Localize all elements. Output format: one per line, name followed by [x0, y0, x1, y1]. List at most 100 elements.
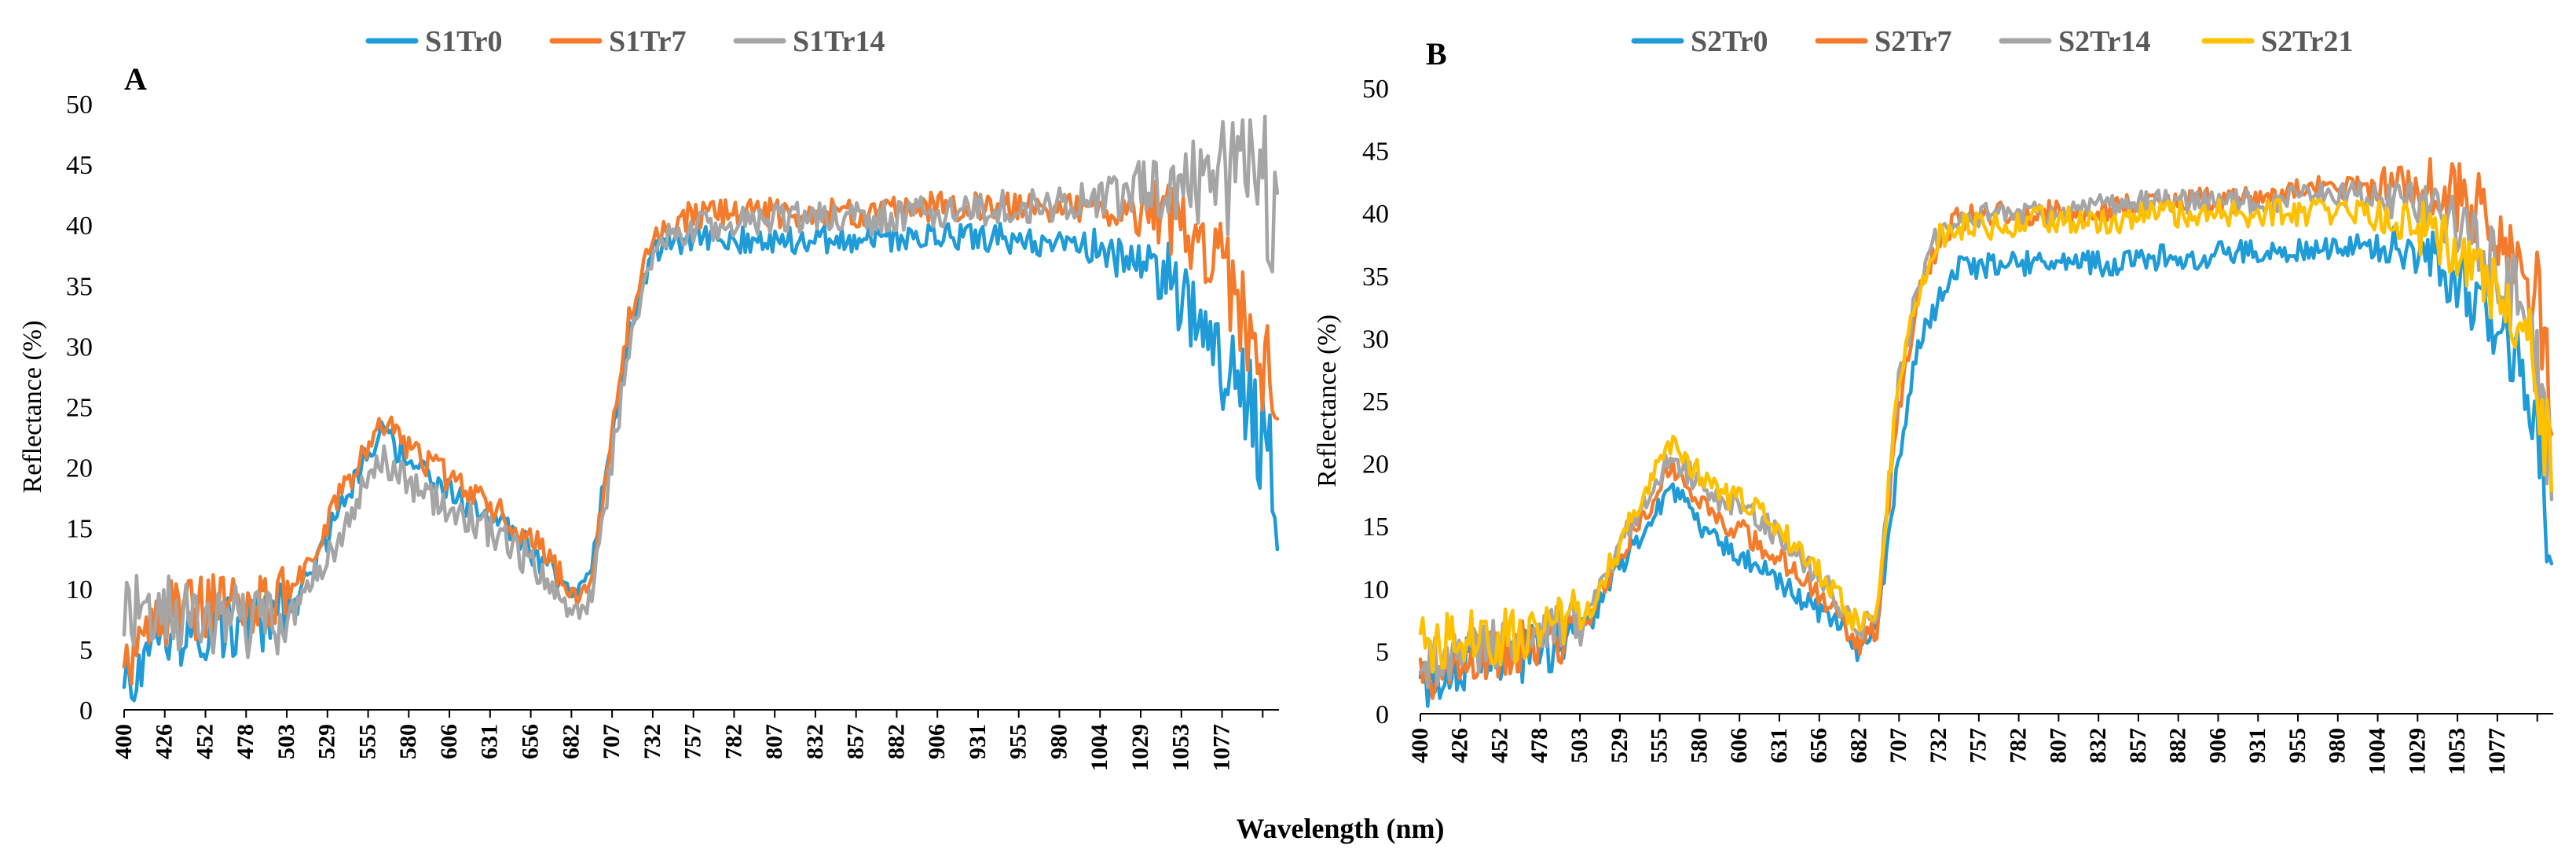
x-tick-label: 656	[1806, 728, 1832, 763]
series-line-s2tr21	[1418, 197, 2554, 674]
x-tick-label: 682	[1845, 728, 1871, 763]
x-tick-label: 782	[720, 724, 746, 759]
x-tick-label: 906	[2204, 728, 2230, 763]
x-tick-label: 707	[1885, 728, 1911, 763]
legend-item-s2tr14: S2Tr14	[1999, 25, 2151, 58]
x-tick-label: 529	[314, 724, 340, 759]
y-tick-label: 25	[1362, 388, 1389, 417]
y-tick-label: 45	[66, 151, 93, 180]
y-axis-title-b: Reflectance (%)	[1313, 314, 1342, 487]
legend-label: S2Tr14	[2058, 25, 2151, 58]
x-tick-label: 682	[558, 724, 584, 759]
x-tick-label: 782	[2006, 728, 2032, 763]
x-tick-label: 426	[1447, 728, 1473, 763]
x-tick-label: 631	[477, 724, 503, 759]
x-tick-label: 757	[1966, 728, 1992, 763]
x-tick-label: 478	[1526, 728, 1552, 763]
x-tick-label: 931	[2244, 728, 2270, 763]
chart-panel-a: A Reflectance (%) 0 5 10 15 20 25 30 35 40 45 50 400 4…	[18, 25, 1280, 771]
chart-panel-b: B Reflectance (%) 0 5 10 15 20 25 30 35 40 45 50 400 4…	[1313, 25, 2554, 775]
series-line-s2tr0	[1418, 225, 2554, 708]
x-tick-label: 555	[354, 724, 380, 759]
x-tick-label: 980	[1046, 724, 1072, 759]
legend-item-s2tr21: S2Tr21	[2201, 25, 2354, 58]
x-tick-label: 732	[1926, 728, 1951, 763]
x-tick-label: 707	[599, 724, 625, 759]
y-tick-label: 0	[79, 696, 93, 726]
x-tick-label: 452	[192, 724, 218, 759]
legend-label: S1Tr7	[609, 25, 687, 58]
y-tick-label: 40	[66, 211, 93, 241]
y-tick-label: 35	[66, 272, 93, 301]
legend-item-s2tr7: S2Tr7	[1815, 25, 1952, 58]
legend-item-s1tr7: S1Tr7	[549, 25, 687, 58]
x-tick-label: 857	[2125, 728, 2151, 763]
x-tick-label: 606	[1726, 728, 1752, 763]
x-tick-label: 955	[1006, 724, 1031, 759]
x-tick-label: 1053	[1168, 724, 1194, 771]
x-tick-label: 631	[1766, 728, 1792, 763]
x-axis-title: Wavelength (nm)	[1237, 813, 1445, 844]
x-tick-label: 656	[517, 724, 543, 759]
x-tick-label: 400	[1407, 728, 1433, 763]
y-tick-label: 30	[1362, 325, 1389, 354]
x-tick-label: 857	[843, 724, 869, 759]
y-tick-label: 10	[66, 575, 93, 604]
x-tick-label: 906	[924, 724, 950, 759]
x-tick-label: 980	[2325, 728, 2351, 763]
y-tick-label: 35	[1362, 263, 1389, 292]
series-line-s1tr0	[122, 222, 1280, 703]
x-tick-label: 503	[1566, 728, 1592, 763]
y-tick-label: 40	[1362, 200, 1389, 229]
x-tick-label: 529	[1607, 728, 1632, 763]
series-line-s1tr14	[122, 114, 1280, 659]
x-tick-label: 882	[883, 724, 909, 759]
x-tick-label: 1004	[2364, 728, 2390, 775]
x-tick-label: 732	[639, 724, 665, 759]
x-tick-label: 807	[761, 724, 787, 759]
y-tick-label: 5	[1376, 637, 1389, 667]
x-tick-label: 832	[802, 724, 828, 759]
y-tick-label: 15	[1362, 512, 1389, 542]
legend-label: S2Tr21	[2261, 25, 2354, 58]
legend-label: S1Tr14	[793, 25, 885, 58]
x-tick-label: 931	[965, 724, 991, 759]
x-tick-label: 555	[1647, 728, 1673, 763]
panel-label-b: B	[1426, 36, 1447, 72]
x-tick-label: 1077	[2484, 728, 2510, 775]
legend-item-s2tr0: S2Tr0	[1631, 25, 1768, 58]
x-tick-label: 1029	[1127, 724, 1153, 771]
x-tick-label: 452	[1486, 728, 1512, 763]
legend-item-s1tr14: S1Tr14	[733, 25, 885, 58]
y-tick-label: 50	[66, 90, 93, 119]
x-tick-label: 882	[2165, 728, 2191, 763]
y-tick-label: 50	[1362, 75, 1389, 104]
x-tick-label: 807	[2045, 728, 2071, 763]
x-tick-label: 832	[2085, 728, 2111, 763]
x-tick-label: 1053	[2444, 728, 2470, 775]
y-tick-label: 20	[1362, 450, 1389, 479]
legend-item-s1tr0: S1Tr0	[365, 25, 503, 58]
y-tick-label: 45	[1362, 138, 1389, 167]
panel-label-a: A	[124, 61, 147, 97]
y-tick-label: 20	[66, 454, 93, 483]
legend-label: S2Tr7	[1874, 25, 1952, 58]
y-tick-label: 25	[66, 394, 93, 423]
x-tick-label: 606	[436, 724, 462, 759]
y-tick-label: 30	[66, 332, 93, 362]
x-tick-label: 757	[680, 724, 706, 759]
y-tick-label: 10	[1362, 575, 1389, 604]
x-tick-label: 426	[152, 724, 178, 759]
y-tick-label: 5	[79, 636, 93, 665]
y-tick-label: 15	[66, 515, 93, 544]
y-tick-label: 0	[1376, 700, 1389, 729]
x-tick-label: 1077	[1208, 724, 1234, 771]
legend-label: S2Tr0	[1691, 25, 1768, 58]
x-tick-label: 1004	[1086, 724, 1112, 771]
x-tick-label: 400	[111, 724, 137, 759]
y-axis-title-a: Reflectance (%)	[18, 321, 47, 494]
x-tick-label: 580	[395, 724, 421, 759]
x-tick-label: 503	[273, 724, 299, 759]
x-tick-label: 478	[233, 724, 258, 759]
